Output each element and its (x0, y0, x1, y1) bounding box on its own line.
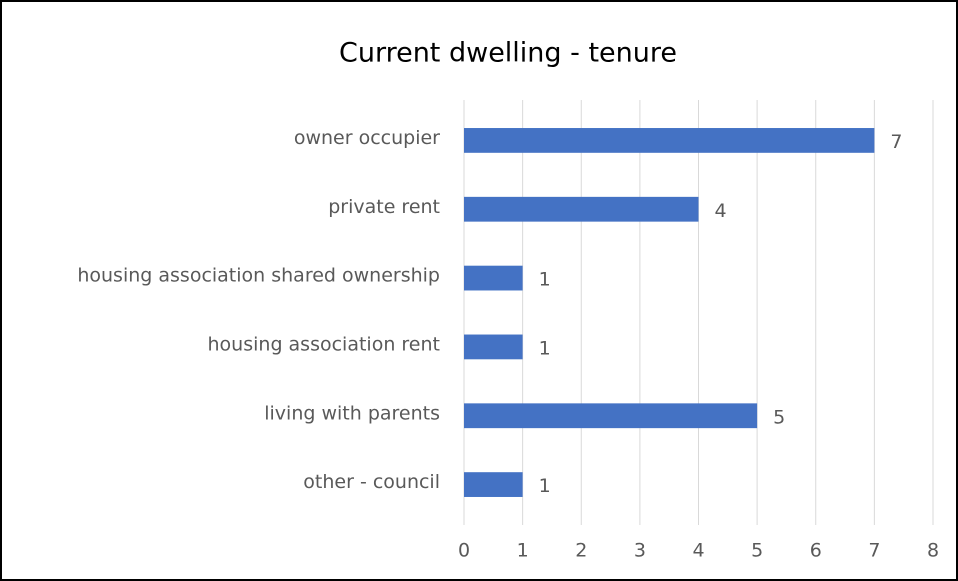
data-label: 1 (539, 475, 551, 497)
bar (464, 472, 523, 497)
y-tick-label: living with parents (264, 402, 440, 424)
x-tick-label: 3 (634, 540, 646, 562)
x-tick-label: 1 (517, 540, 529, 562)
x-tick-label: 8 (927, 540, 939, 562)
data-label: 7 (890, 131, 902, 153)
bar (464, 196, 699, 222)
y-tick-label: other - council (303, 471, 440, 493)
bar (464, 403, 758, 429)
x-tick-label: 0 (458, 540, 470, 562)
data-label: 1 (539, 337, 551, 359)
data-label: 1 (539, 269, 551, 291)
x-tick-label: 5 (751, 540, 763, 562)
bar (464, 334, 523, 360)
x-tick-label: 6 (810, 540, 822, 562)
y-tick-label: owner occupier (294, 127, 440, 149)
x-tick-label: 7 (868, 540, 880, 562)
y-tick-label: housing association shared ownership (77, 265, 440, 287)
y-tick-label: housing association rent (208, 333, 440, 355)
data-label: 5 (773, 406, 785, 428)
x-tick-label: 2 (575, 540, 587, 562)
bar (464, 265, 523, 291)
chart-title: Current dwelling - tenure (339, 38, 677, 69)
bar (464, 128, 875, 153)
y-tick-label: private rent (328, 196, 440, 218)
x-tick-label: 4 (692, 540, 704, 562)
data-label: 4 (715, 200, 727, 222)
